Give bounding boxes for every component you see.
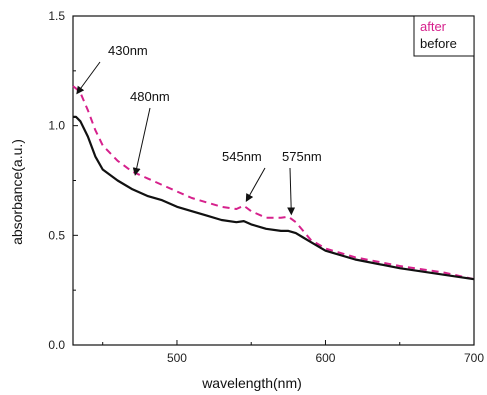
- legend: after before: [413, 15, 475, 57]
- x-axis-ticks: 500 600 700: [102, 340, 484, 365]
- annotation-arrow: [76, 61, 101, 95]
- plot-border: [72, 15, 475, 346]
- y-tick-label: 1.5: [48, 9, 65, 23]
- legend-box: [413, 15, 475, 57]
- legend-entry-after: after: [420, 19, 447, 34]
- annotation-label: 545nm: [222, 149, 262, 164]
- series-line-before: [73, 115, 475, 281]
- y-tick-label: 1.0: [48, 119, 65, 133]
- annotation-label: 480nm: [130, 89, 170, 104]
- legend-entry-before: before: [420, 36, 457, 51]
- annotation-label: 430nm: [108, 43, 148, 58]
- annotation-label: 575nm: [282, 149, 322, 164]
- y-axis-ticks: 0.0 0.5 1.0 1.5: [48, 9, 78, 352]
- series-line-after: [72, 85, 475, 281]
- annotation-arrow: [132, 107, 151, 176]
- annotation-arrow: [287, 167, 296, 216]
- annotation-layer: 430nm 480nm 545nm 575nm: [76, 43, 322, 216]
- y-axis-label: absorbance(a.u.): [9, 139, 25, 245]
- annotation-arrow: [245, 167, 266, 202]
- x-tick-label: 600: [315, 351, 335, 365]
- x-tick-label: 700: [464, 351, 484, 365]
- x-axis-label: wavelength(nm): [201, 375, 302, 391]
- x-tick-label: 500: [167, 351, 187, 365]
- series-layer: [72, 85, 475, 281]
- plot-frame: [72, 15, 475, 346]
- y-tick-label: 0.5: [48, 228, 65, 242]
- y-tick-label: 0.0: [48, 338, 65, 352]
